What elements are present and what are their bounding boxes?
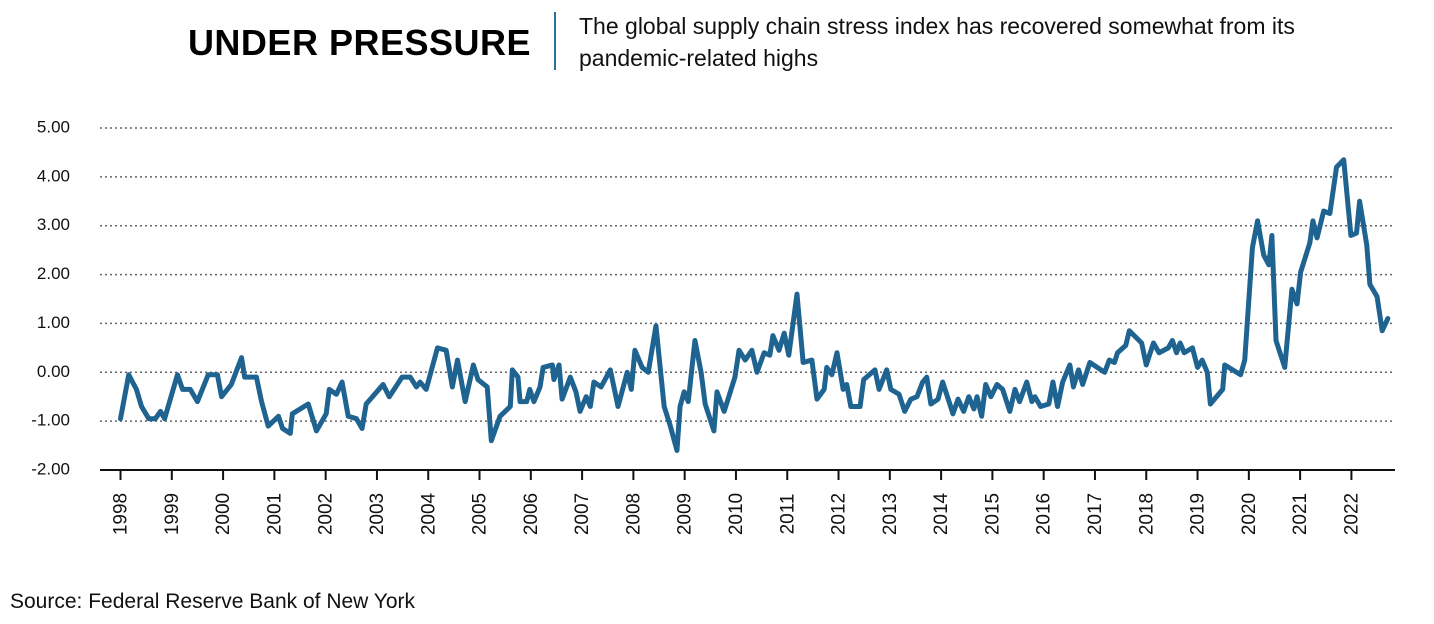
- x-tick-label: 2015: [982, 493, 1003, 535]
- x-tick-label: 2000: [213, 493, 234, 535]
- x-tick-label: 2013: [880, 493, 901, 535]
- data-line: [118, 157, 1391, 453]
- x-tick-label: 2011: [777, 494, 798, 535]
- x-tick-label: 2006: [521, 493, 542, 535]
- source-note: Source: Federal Reserve Bank of New York: [10, 590, 416, 613]
- x-tick-label: 2012: [829, 493, 850, 535]
- x-tick-label: 2004: [418, 492, 439, 535]
- x-tick-label: 2009: [675, 493, 696, 535]
- x-tick-label: 2018: [1136, 493, 1157, 535]
- y-tick-label: 5.00: [37, 117, 70, 136]
- y-tick-label: 0.00: [37, 362, 70, 381]
- x-tick-label: 2003: [367, 493, 388, 535]
- x-tick-label: 2001: [264, 493, 285, 535]
- x-tick-label: 2008: [623, 493, 644, 535]
- x-tick-label: 2022: [1341, 493, 1362, 535]
- x-tick-label: 2002: [316, 493, 337, 535]
- y-tick-label: 4.00: [37, 166, 70, 185]
- x-tick-label: 2021: [1290, 493, 1311, 535]
- header: UNDER PRESSURE The global supply chain s…: [0, 8, 1434, 78]
- x-tick-label: 2017: [1085, 493, 1106, 535]
- x-tick-label: 2014: [931, 492, 952, 535]
- x-tick-label: 1999: [162, 493, 183, 535]
- chart-subtitle: The global supply chain stress index has…: [579, 13, 1295, 71]
- x-tick-label: 2010: [726, 493, 747, 535]
- x-tick-label: 1998: [111, 493, 132, 535]
- y-tick-label: -2.00: [31, 459, 70, 478]
- x-tick-label: 2019: [1188, 493, 1209, 535]
- x-tick-label: 2016: [1034, 493, 1055, 535]
- x-tick-label: 2007: [572, 493, 593, 535]
- y-tick-label: 3.00: [37, 215, 70, 234]
- y-tick-label: 2.00: [37, 264, 70, 283]
- x-tick-label: 2005: [470, 493, 491, 535]
- chart-title: UNDER PRESSURE: [187, 22, 531, 63]
- title-separator: [554, 12, 556, 70]
- y-tick-label: -1.00: [31, 411, 70, 430]
- x-tick-label: 2020: [1239, 493, 1260, 535]
- y-tick-label: 1.00: [37, 313, 70, 332]
